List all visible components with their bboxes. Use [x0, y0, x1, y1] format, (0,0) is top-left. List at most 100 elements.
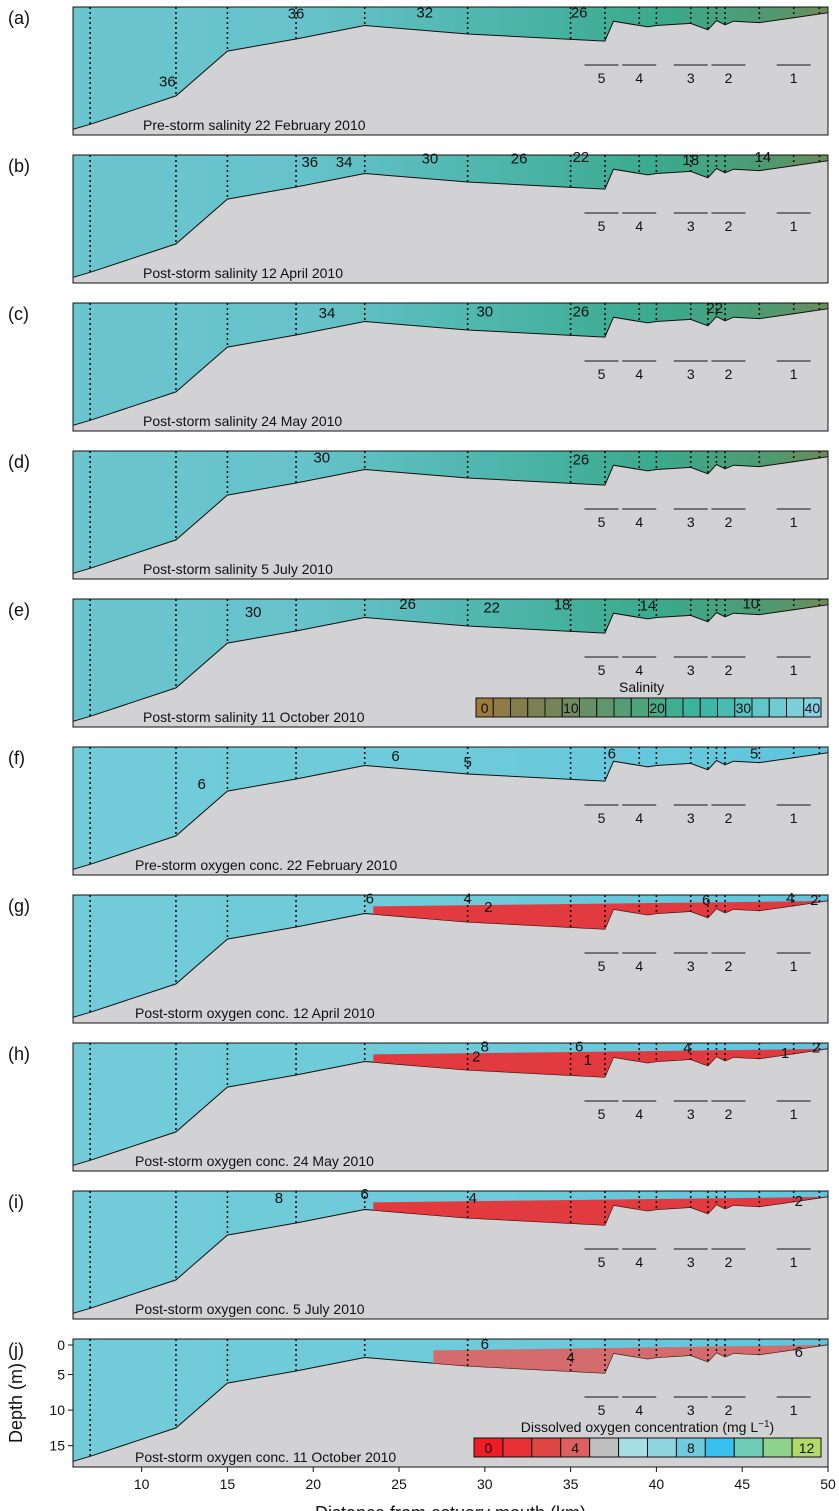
contour-label: 30	[476, 304, 493, 321]
station-number: 1	[790, 366, 798, 382]
panel-id: (a)	[8, 8, 30, 28]
contour-label: 2	[484, 899, 492, 916]
contour-label: 18	[682, 152, 699, 169]
station-number: 5	[598, 662, 606, 678]
panel-id: (e)	[8, 600, 30, 620]
station-number: 4	[635, 70, 643, 86]
station-number: 2	[725, 514, 733, 530]
contour-label: 26	[399, 596, 416, 613]
contour-label: 26	[511, 151, 528, 168]
panel-caption: Post-storm salinity 11 October 2010	[143, 709, 365, 725]
station-number: 1	[790, 218, 798, 234]
legend-tick-label: 40	[805, 700, 821, 716]
panel: 6 6 5 6 5 5 4 3 2 1 Pre-storm oxygen conc. 22 Febr…	[8, 745, 829, 876]
panel-caption: Post-storm salinity 5 July 2010	[143, 561, 333, 577]
station-number: 2	[725, 1106, 733, 1122]
contour-label: 10	[742, 595, 759, 612]
legend-swatch	[531, 1437, 562, 1458]
station-number: 4	[635, 810, 643, 826]
station-number: 5	[598, 70, 606, 86]
contour-label: 36	[301, 154, 318, 171]
contour-label: 36	[288, 5, 305, 22]
hypoxic-zone	[373, 1048, 828, 1078]
panel-caption: Post-storm oxygen conc. 24 May 2010	[135, 1153, 374, 1169]
water-section	[72, 6, 829, 130]
station-number: 1	[790, 662, 798, 678]
station-number: 4	[635, 366, 643, 382]
y-tick-label: 0	[57, 1337, 65, 1353]
station-number: 5	[598, 366, 606, 382]
station-number: 5	[598, 514, 606, 530]
panel-id: (b)	[8, 156, 30, 176]
contour-label: 14	[754, 149, 771, 166]
station-number: 5	[598, 958, 606, 974]
panel-id: (c)	[8, 304, 29, 324]
contour-label: 22	[706, 300, 723, 317]
station-number: 3	[687, 1402, 695, 1418]
legend-swatch	[682, 697, 701, 718]
legend-swatch	[510, 697, 529, 718]
legend-tick-label: 0	[481, 700, 489, 716]
contour-label: 26	[571, 5, 588, 22]
panel-frame	[72, 450, 829, 580]
contour-label: 4	[469, 1190, 477, 1207]
legend-tick-label: 20	[649, 700, 665, 716]
panel-id: (f)	[8, 748, 25, 768]
panel-frame	[72, 746, 829, 876]
legend-swatch	[791, 1437, 822, 1458]
legend-swatch	[596, 697, 615, 718]
legend-swatch	[786, 697, 805, 718]
station-number: 1	[790, 958, 798, 974]
panel-caption: Pre-storm oxygen conc. 22 February 2010	[135, 857, 397, 873]
legend: Salinity 0 10 20 30 40	[474, 675, 823, 720]
contour-label: 6	[608, 745, 616, 762]
y-tick-label: 10	[49, 1402, 65, 1418]
legend-swatch	[704, 1437, 735, 1458]
legend-swatch	[579, 697, 598, 718]
legend-swatch	[630, 697, 649, 718]
panel-caption: Post-storm salinity 12 April 2010	[143, 265, 343, 281]
panel: 30 26 5 4 3 2 1 Post-storm salinity 5 July 2010…	[8, 449, 829, 580]
station-number: 2	[725, 70, 733, 86]
station-number: 2	[725, 366, 733, 382]
contour-label: 26	[573, 304, 590, 321]
contour-label: 8	[481, 1039, 489, 1056]
x-tick-label: 15	[220, 1476, 236, 1492]
panel-id: (j)	[8, 1340, 24, 1360]
water-section	[72, 154, 829, 278]
panel-frame	[72, 6, 829, 136]
station-number: 3	[687, 366, 695, 382]
panel-caption: Post-storm salinity 24 May 2010	[143, 413, 342, 429]
panel: 8 6 4 2 1 1 2 5 4 3 2 1 Post-storm oxygen conc. 24 M…	[8, 1039, 829, 1172]
contour-label: 6	[481, 1336, 489, 1353]
station-number: 3	[687, 70, 695, 86]
x-tick-label: 50	[820, 1476, 836, 1492]
contour-label: 26	[573, 452, 590, 469]
contour-label: 30	[313, 449, 330, 466]
legend-swatch	[647, 1437, 677, 1458]
x-tick-label: 40	[649, 1476, 665, 1492]
legend-swatch	[762, 1437, 793, 1458]
legend-swatch	[527, 697, 546, 718]
station-number: 4	[635, 1402, 643, 1418]
panel: 34 30 26 22 5 4 3 2 1 Post-storm salinity 24 May …	[8, 300, 829, 432]
legend-tick-label: 8	[687, 1440, 695, 1456]
hypoxic-zone	[373, 900, 828, 930]
station-number: 5	[598, 810, 606, 826]
legend: Dissolved oxygen concentration (mg L−1) 0…	[472, 1415, 823, 1460]
x-axis-label: Distance from estuary mouth (km)	[315, 1503, 586, 1511]
legend-title: Dissolved oxygen concentration (mg L−1)	[521, 1419, 774, 1435]
contour-label: 4	[463, 891, 471, 908]
legend-swatch	[502, 1437, 533, 1458]
legend-swatch	[751, 697, 770, 718]
station-number: 4	[635, 218, 643, 234]
contour-label: 6	[391, 748, 399, 765]
legend-swatch	[717, 697, 736, 718]
station-number: 1	[790, 810, 798, 826]
legend-swatch	[768, 697, 787, 718]
legend-swatch	[589, 1437, 620, 1458]
station-number: 5	[598, 1106, 606, 1122]
station-number: 2	[725, 1254, 733, 1270]
